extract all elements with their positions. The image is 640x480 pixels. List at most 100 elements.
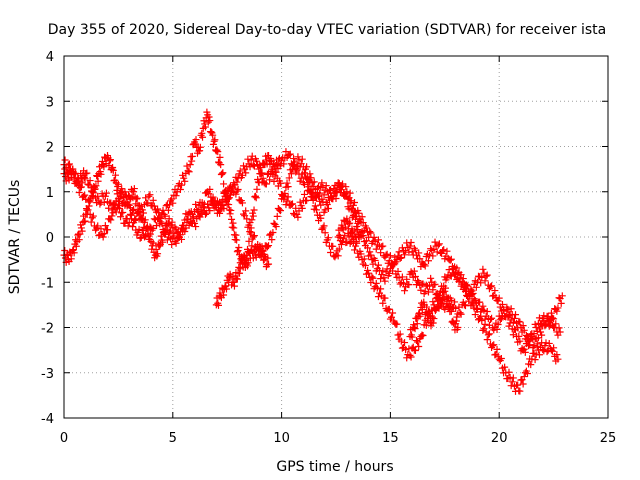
data-point xyxy=(325,196,333,204)
data-point xyxy=(306,170,314,178)
data-point xyxy=(393,256,401,264)
data-point xyxy=(235,263,243,271)
data-point xyxy=(300,190,308,198)
data-point xyxy=(130,205,138,213)
data-point xyxy=(359,231,367,239)
data-point xyxy=(253,157,261,165)
data-point xyxy=(183,215,191,223)
data-point xyxy=(545,339,553,347)
data-point xyxy=(439,289,447,297)
data-point xyxy=(244,259,252,267)
data-point xyxy=(114,180,122,188)
data-point xyxy=(361,262,369,270)
data-point xyxy=(149,196,157,204)
data-point xyxy=(485,330,493,338)
data-point xyxy=(335,245,343,253)
data-point xyxy=(331,253,339,261)
data-point xyxy=(64,161,72,169)
data-point xyxy=(490,341,498,349)
data-point xyxy=(253,185,261,193)
data-point xyxy=(147,201,155,209)
data-point xyxy=(118,185,126,193)
data-point xyxy=(240,252,248,260)
data-point xyxy=(213,197,221,205)
data-point xyxy=(100,230,108,238)
data-point xyxy=(250,247,258,255)
data-point xyxy=(206,207,214,215)
data-point xyxy=(233,187,241,195)
data-point xyxy=(483,271,491,279)
data-point xyxy=(97,170,105,178)
data-point xyxy=(555,324,563,332)
data-point xyxy=(181,177,189,185)
data-point xyxy=(356,228,364,236)
data-point xyxy=(320,191,328,199)
data-point xyxy=(504,305,512,313)
data-point xyxy=(238,199,246,207)
data-point xyxy=(124,222,132,230)
data-point xyxy=(486,315,494,323)
data-point xyxy=(444,294,452,302)
data-point xyxy=(141,233,149,241)
data-point xyxy=(447,255,455,263)
data-point xyxy=(506,319,514,327)
data-point xyxy=(83,169,91,177)
data-point xyxy=(494,320,502,328)
data-point xyxy=(355,234,363,242)
data-point xyxy=(323,201,331,209)
data-point xyxy=(468,291,476,299)
data-point xyxy=(354,232,362,240)
data-point xyxy=(483,308,491,316)
data-point xyxy=(336,234,344,242)
data-point xyxy=(249,233,257,241)
data-point xyxy=(275,206,283,214)
data-point xyxy=(433,248,441,256)
data-point xyxy=(115,197,123,205)
data-point xyxy=(399,279,407,287)
data-point xyxy=(195,212,203,220)
data-point xyxy=(204,118,212,126)
data-point xyxy=(226,210,234,218)
data-point xyxy=(75,236,83,244)
data-point xyxy=(199,204,207,212)
data-point xyxy=(352,238,360,246)
data-point xyxy=(426,309,434,317)
data-point xyxy=(312,206,320,214)
data-point xyxy=(456,309,464,317)
data-point xyxy=(180,174,188,182)
data-point xyxy=(141,216,149,224)
data-point xyxy=(231,181,239,189)
data-point xyxy=(545,322,553,330)
data-point xyxy=(460,301,468,309)
data-point xyxy=(186,161,194,169)
data-point xyxy=(311,202,319,210)
data-point xyxy=(324,204,332,212)
data-point xyxy=(146,230,154,238)
data-point xyxy=(509,318,517,326)
data-point xyxy=(72,242,80,250)
data-point xyxy=(532,324,540,331)
data-point xyxy=(225,206,233,214)
data-point xyxy=(251,192,259,200)
data-point xyxy=(78,227,86,235)
data-point xyxy=(364,244,372,252)
data-point xyxy=(217,161,225,169)
data-point xyxy=(381,294,389,302)
data-point xyxy=(442,284,450,292)
data-point xyxy=(192,136,200,144)
data-point xyxy=(127,211,135,219)
y-tick-label: 2 xyxy=(46,141,54,156)
data-point xyxy=(130,188,138,196)
data-point xyxy=(119,208,127,216)
data-point xyxy=(365,269,373,277)
data-point xyxy=(266,160,274,168)
data-point xyxy=(512,311,520,319)
data-point xyxy=(453,276,461,284)
data-point xyxy=(309,196,317,204)
data-point xyxy=(298,204,306,212)
data-point xyxy=(516,337,524,345)
y-tick-label: 3 xyxy=(46,95,54,110)
y-tick-label: 0 xyxy=(46,231,54,246)
data-point xyxy=(501,363,509,371)
